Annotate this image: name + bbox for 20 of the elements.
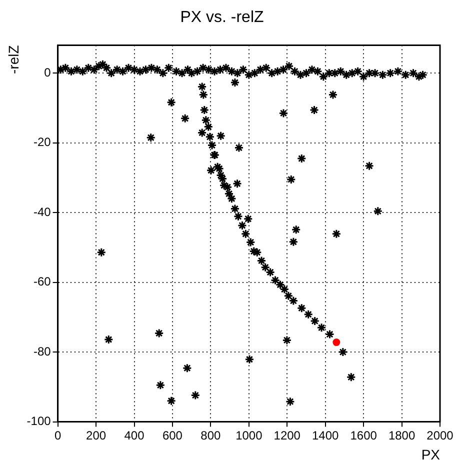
y-tick-label: -100 <box>26 414 52 428</box>
x-tick-label: 1800 <box>388 428 416 442</box>
x-tick-label: 1600 <box>350 428 378 442</box>
y-axis-title: -relZ <box>5 44 22 74</box>
x-tick-label: 0 <box>54 428 62 442</box>
x-tick-label: 1200 <box>274 428 301 442</box>
x-tick-label: 1000 <box>236 428 263 442</box>
x-tick-label: 400 <box>124 428 145 442</box>
y-tick-label: -20 <box>33 135 52 150</box>
y-tick-label: -40 <box>33 204 52 219</box>
x-tick-label: 800 <box>200 428 222 442</box>
y-tick-label: -60 <box>33 274 52 289</box>
x-tick-label: 200 <box>86 428 106 442</box>
chart-title: PX vs. -relZ <box>180 9 264 26</box>
x-tick-label: 1400 <box>312 428 340 442</box>
y-tick-label: -80 <box>33 344 52 358</box>
x-tick-label: 2000 <box>426 428 454 442</box>
x-tick-label: 600 <box>162 428 183 442</box>
y-tick-label: 0 <box>44 65 52 80</box>
x-axis-title: PX <box>421 446 441 462</box>
